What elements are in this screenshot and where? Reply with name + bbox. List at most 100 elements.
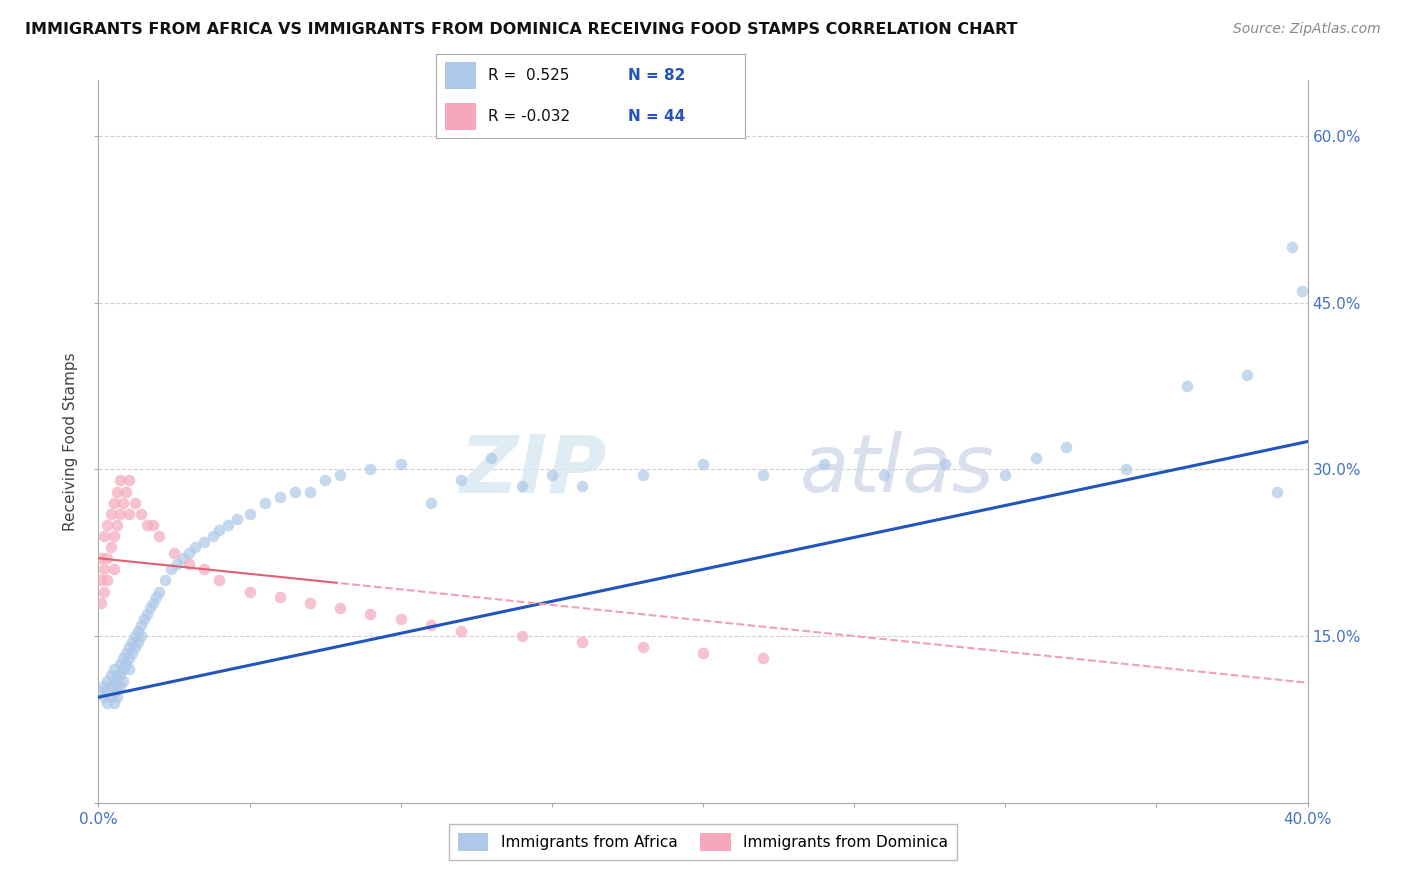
Point <box>139 601 162 615</box>
Point <box>813 457 835 471</box>
Point <box>105 517 128 532</box>
Point <box>420 618 443 632</box>
Point <box>135 607 157 621</box>
Point <box>184 540 207 554</box>
Point <box>1054 440 1077 454</box>
Point <box>127 624 149 638</box>
Point <box>631 640 654 655</box>
Bar <box>446 103 477 130</box>
Point <box>124 496 146 510</box>
Point <box>208 524 231 538</box>
Text: ZIP: ZIP <box>458 432 606 509</box>
Text: atlas: atlas <box>800 432 994 509</box>
Point <box>1291 285 1313 299</box>
Point <box>118 640 141 655</box>
Point <box>93 690 115 705</box>
Point <box>103 529 125 543</box>
Point <box>96 696 118 710</box>
Point <box>166 557 188 571</box>
Point <box>118 474 141 488</box>
Point <box>93 562 115 576</box>
Point <box>111 673 134 688</box>
Point <box>148 529 170 543</box>
Point <box>1024 451 1046 466</box>
Point <box>179 557 201 571</box>
Point <box>129 507 152 521</box>
Point <box>103 496 125 510</box>
Point <box>193 534 215 549</box>
Point <box>93 529 115 543</box>
Point <box>142 596 165 610</box>
Point <box>96 517 118 532</box>
Point <box>96 551 118 566</box>
Point <box>100 540 122 554</box>
Point <box>450 474 472 488</box>
Point <box>1175 379 1198 393</box>
Point <box>142 517 165 532</box>
Text: N = 82: N = 82 <box>627 68 685 83</box>
Point <box>108 668 131 682</box>
Point <box>132 612 155 626</box>
Point <box>299 596 322 610</box>
Point <box>329 467 352 482</box>
Point <box>571 634 593 648</box>
Point <box>118 507 141 521</box>
Point <box>299 484 322 499</box>
Text: Source: ZipAtlas.com: Source: ZipAtlas.com <box>1233 22 1381 37</box>
Point <box>129 629 152 643</box>
Point <box>163 546 186 560</box>
Point <box>631 467 654 482</box>
Point <box>153 574 176 588</box>
Bar <box>446 62 477 89</box>
Point <box>360 462 382 476</box>
Point <box>93 584 115 599</box>
Point <box>100 507 122 521</box>
Point <box>269 590 291 604</box>
Point <box>692 457 714 471</box>
Point <box>752 651 775 665</box>
Point <box>510 629 533 643</box>
Point <box>111 662 134 676</box>
Point <box>114 646 136 660</box>
Point <box>540 467 562 482</box>
Text: IMMIGRANTS FROM AFRICA VS IMMIGRANTS FROM DOMINICA RECEIVING FOOD STAMPS CORRELA: IMMIGRANTS FROM AFRICA VS IMMIGRANTS FRO… <box>25 22 1018 37</box>
Point <box>239 507 262 521</box>
Point <box>127 634 149 648</box>
Point <box>253 496 276 510</box>
Point <box>329 601 352 615</box>
Point <box>360 607 382 621</box>
Point <box>217 517 239 532</box>
Text: R =  0.525: R = 0.525 <box>488 68 569 83</box>
Point <box>934 457 956 471</box>
Point <box>103 684 125 698</box>
Point <box>103 696 125 710</box>
Point <box>873 467 896 482</box>
Point <box>114 484 136 499</box>
Point <box>111 651 134 665</box>
Point <box>202 529 225 543</box>
Point <box>121 646 143 660</box>
Point <box>145 590 167 604</box>
Point <box>193 562 215 576</box>
Point <box>114 657 136 671</box>
Point <box>1267 484 1289 499</box>
Point <box>510 479 533 493</box>
Point <box>1281 240 1303 254</box>
Point <box>105 690 128 705</box>
Point <box>105 679 128 693</box>
Point <box>111 496 134 510</box>
Point <box>96 673 118 688</box>
Point <box>135 517 157 532</box>
Point <box>129 618 152 632</box>
Point <box>124 629 146 643</box>
Point <box>103 673 125 688</box>
Point <box>179 546 201 560</box>
Point <box>420 496 443 510</box>
Point <box>90 551 112 566</box>
Point <box>108 507 131 521</box>
Point <box>172 551 194 566</box>
Point <box>121 634 143 648</box>
Point <box>752 467 775 482</box>
Point <box>148 584 170 599</box>
Point <box>103 662 125 676</box>
